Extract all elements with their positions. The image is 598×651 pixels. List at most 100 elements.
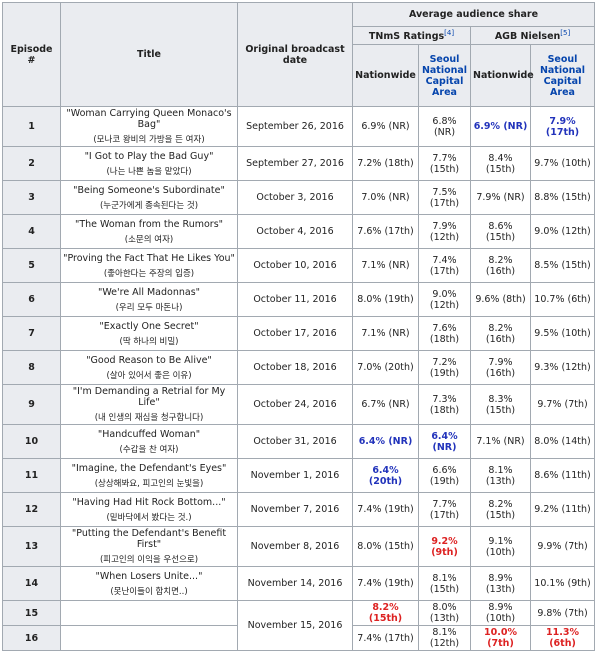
title-text: "I Got to Play the Bad Guy" — [84, 150, 214, 162]
episode-cell: 4 — [2, 214, 61, 249]
header-cell: Episode # — [2, 2, 61, 107]
title-text: "When Losers Unite..." — [95, 570, 203, 582]
episode-cell: 12 — [2, 492, 61, 527]
date-cell: November 1, 2016 — [237, 458, 353, 493]
date-cell: November 14, 2016 — [237, 566, 353, 601]
rating-cell: 7.1% (NR) — [352, 248, 419, 283]
rating-cell: 8.0% (14th) — [529, 424, 596, 459]
rating-cell: 8.5% (15th) — [529, 248, 596, 283]
rating-cell: 9.3% (12th) — [529, 350, 596, 385]
rating-cell: 9.2% (11th) — [529, 492, 596, 527]
rating-cell: 7.5% (17th) — [418, 180, 471, 215]
title-cell: "The Woman from the Rumors" (소문의 여자) — [60, 214, 238, 249]
episode-cell: 1 — [2, 106, 61, 147]
header-text: TNmS Ratings — [368, 31, 445, 43]
rating-cell: 8.2% (15th) — [352, 600, 419, 626]
table-row: 8 "Good Reason to Be Alive" (살아 있어서 좋은 이유)… — [2, 350, 596, 385]
episode-cell: 11 — [2, 458, 61, 493]
title-cell: "I Got to Play the Bad Guy" (나는 나쁜 놈을 맡았다… — [60, 146, 238, 181]
date-cell: October 11, 2016 — [237, 282, 353, 317]
episode-cell: 7 — [2, 316, 61, 351]
rating-cell: 8.9% (10th) — [470, 600, 531, 626]
title-cell: "Imagine, the Defendant's Eyes" (상상해봐요, 피… — [60, 458, 238, 493]
rating-cell: 8.1% (15th) — [418, 566, 471, 601]
date-cell: October 17, 2016 — [237, 316, 353, 351]
header-text: AGB Nielsen — [494, 31, 561, 43]
korean-title: (피고인의 이익을 우선으로) — [99, 555, 199, 565]
episode-cell: 6 — [2, 282, 61, 317]
korean-title: (소문의 여자) — [124, 234, 174, 245]
rating-cell: 9.2% (9th) — [418, 526, 471, 567]
title-cell: "We're All Madonnas" (우리 모두 마돈나) — [60, 282, 238, 317]
rating-cell: 6.4% (NR) — [352, 424, 419, 459]
reference[interactable]: [5] — [560, 28, 571, 37]
rating-cell: 8.4% (15th) — [470, 146, 531, 181]
rating-cell: 6.4% (20th) — [352, 458, 419, 493]
table-row: 9 "I'm Demanding a Retrial for My Life" (내… — [2, 384, 596, 425]
rating-cell: 7.4% (17th) — [418, 248, 471, 283]
title-text: "Handcuffed Woman" — [97, 428, 201, 440]
title-cell: "Putting the Defendant's Benefit First" (… — [60, 526, 238, 567]
header-row: TNmS Ratings[4] AGB Nielsen[5] — [3, 26, 596, 45]
rating-cell: 8.6% (15th) — [470, 214, 531, 249]
date-cell: October 31, 2016 — [237, 424, 353, 459]
korean-title: (모나코 왕비의 가방을 든 여자) — [93, 135, 205, 145]
header-row: Nationwide Seoul National Capital Area N… — [3, 44, 596, 107]
rating-cell: 7.1% (NR) — [352, 316, 419, 351]
rating-cell: 8.1% (13th) — [470, 458, 531, 493]
rating-cell: 7.7% (17th) — [418, 492, 471, 527]
title-cell: "Handcuffed Woman" (수갑을 찬 여자) — [60, 424, 238, 459]
title-text: "Exactly One Secret" — [99, 320, 199, 332]
episode-cell: 10 — [2, 424, 61, 459]
episode-cell: 5 — [2, 248, 61, 283]
date-cell: October 24, 2016 — [237, 384, 353, 425]
rating-cell: 8.8% (15th) — [529, 180, 596, 215]
table-head: Episode # Title Original broadcast date … — [2, 2, 596, 107]
title-text: "I'm Demanding a Retrial for My Life" — [72, 386, 226, 408]
rating-cell: 8.0% (19th) — [352, 282, 419, 317]
date-cell: September 27, 2016 — [237, 146, 353, 181]
rating-cell: 7.7% (15th) — [418, 146, 471, 181]
title-cell: "Woman Carrying Queen Monaco's Bag" (모나코 … — [60, 106, 238, 147]
rating-cell: 7.0% (20th) — [352, 350, 419, 385]
title-cell — [60, 625, 238, 651]
rating-cell: 9.0% (12th) — [418, 282, 471, 317]
table-body: 1 "Woman Carrying Queen Monaco's Bag" (모나코… — [2, 106, 596, 651]
episode-cell: 3 — [2, 180, 61, 215]
table-row: 10 "Handcuffed Woman" (수갑을 찬 여자) October 31… — [2, 424, 596, 459]
header-cell: TNmS Ratings[4] — [352, 26, 471, 45]
episode-cell: 9 — [2, 384, 61, 425]
header-cell: Average audience share — [351, 2, 596, 27]
korean-title: (못난이들이 합치면..) — [110, 586, 188, 597]
date-cell: October 4, 2016 — [237, 214, 353, 249]
rating-cell: 8.2% (16th) — [470, 316, 531, 351]
header-cell: Nationwide — [470, 44, 534, 107]
episode-cell: 8 — [2, 350, 61, 385]
title-text: "The Woman from the Rumors" — [74, 218, 224, 230]
rating-cell: 11.3% (6th) — [529, 625, 596, 651]
rating-cell: 7.9% (17th) — [529, 106, 596, 147]
table-row: 6 "We're All Madonnas" (우리 모두 마돈나) October … — [2, 282, 596, 317]
date-cell: October 18, 2016 — [237, 350, 353, 385]
reference[interactable]: [4] — [444, 28, 455, 37]
header-cell[interactable]: Seoul National Capital Area — [529, 44, 596, 107]
title-text: "Woman Carrying Queen Monaco's Bag" — [66, 108, 232, 130]
korean-title: (상상해봐요, 피고인의 눈빛을) — [94, 478, 204, 489]
rating-cell: 6.9% (NR) — [352, 106, 419, 147]
rating-cell: 8.6% (11th) — [529, 458, 596, 493]
title-cell: "Proving the Fact That He Likes You" (좋아한… — [60, 248, 238, 283]
table-row: 4 "The Woman from the Rumors" (소문의 여자) Octo… — [2, 214, 596, 249]
rating-cell: 9.0% (12th) — [529, 214, 596, 249]
table-row: 12 "Having Had Hit Rock Bottom..." (밑바닥에서 … — [2, 492, 596, 527]
rating-cell: 7.6% (17th) — [352, 214, 419, 249]
title-cell: "I'm Demanding a Retrial for My Life" (내 … — [60, 384, 238, 425]
header-cell[interactable]: Seoul National Capital Area — [418, 44, 471, 107]
title-cell: "Exactly One Secret" (딱 하나의 비밀) — [60, 316, 238, 351]
rating-cell: 9.9% (7th) — [529, 526, 596, 567]
rating-cell: 7.4% (19th) — [352, 492, 419, 527]
date-cell: November 8, 2016 — [237, 526, 353, 567]
episode-cell: 16 — [2, 625, 61, 651]
episode-cell: 13 — [2, 526, 61, 567]
rating-cell: 10.0% (7th) — [470, 625, 531, 651]
